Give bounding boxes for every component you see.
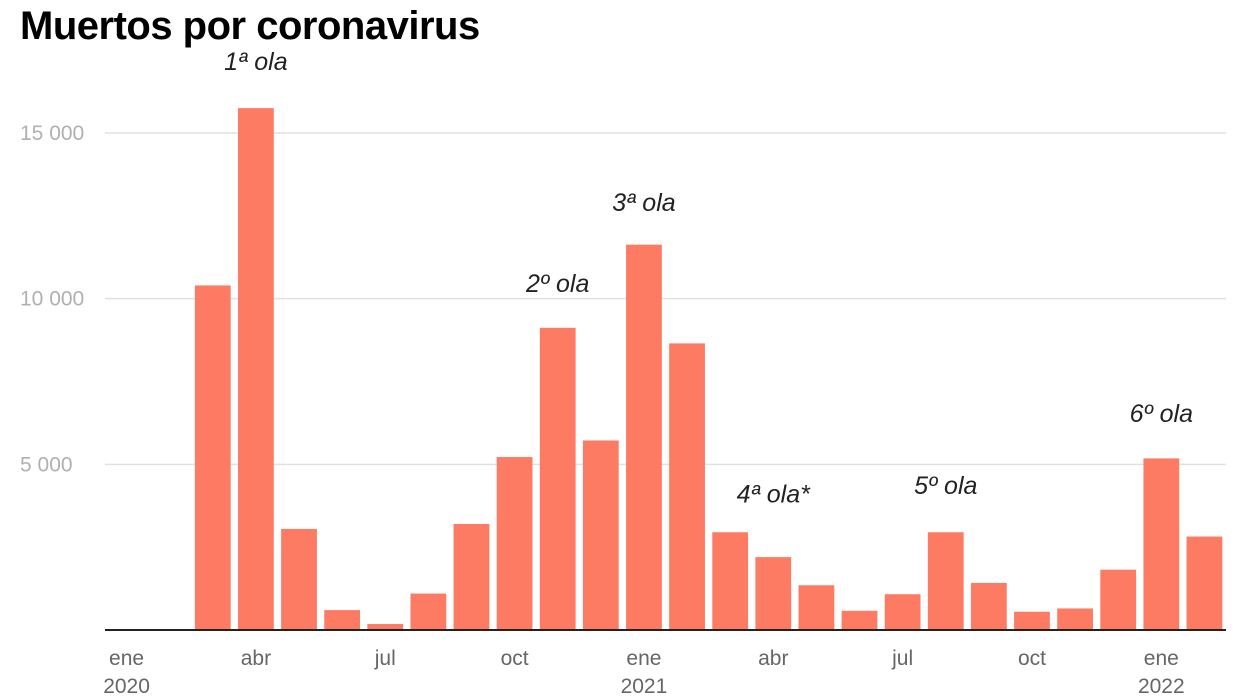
y-tick-label: 10 000 bbox=[20, 288, 84, 311]
x-tick-label: oct bbox=[501, 647, 529, 670]
bar bbox=[841, 610, 878, 630]
x-tick-year-label: 2022 bbox=[1138, 675, 1185, 698]
x-tick-year-label: 2021 bbox=[621, 675, 668, 698]
wave-annotation: 6º ola bbox=[1130, 400, 1193, 428]
bar bbox=[1186, 536, 1223, 630]
x-tick-label: oct bbox=[1018, 647, 1046, 670]
bar bbox=[367, 624, 404, 630]
bar bbox=[798, 585, 835, 630]
x-tick-year-label: 2020 bbox=[103, 675, 150, 698]
bar bbox=[281, 528, 317, 630]
bar bbox=[453, 523, 490, 630]
x-tick-label: ene bbox=[1144, 647, 1179, 670]
y-axis-tick-labels: 5 000 10 000 15 000 bbox=[20, 122, 84, 476]
bar bbox=[712, 532, 749, 630]
chart-title: Muertos por coronavirus bbox=[20, 4, 480, 48]
wave-annotation: 1ª ola bbox=[224, 48, 288, 76]
x-tick-label: jul bbox=[891, 647, 913, 670]
bars bbox=[194, 108, 1223, 630]
bar bbox=[1014, 611, 1050, 630]
bar bbox=[927, 532, 964, 630]
bar bbox=[238, 108, 274, 630]
bar bbox=[970, 582, 1007, 630]
bar bbox=[626, 244, 662, 630]
wave-annotation: 4ª ola* bbox=[737, 480, 811, 508]
wave-annotation: 3ª ola bbox=[612, 189, 676, 217]
bar bbox=[324, 610, 361, 630]
bar bbox=[496, 457, 533, 630]
gridlines bbox=[105, 132, 1226, 466]
x-axis-tick-labels: ene 2020 abr jul oct ene 2021 abr jul oct ene 2022 bbox=[103, 647, 1184, 698]
bar bbox=[582, 440, 619, 630]
bar bbox=[539, 327, 576, 630]
x-tick-label: ene bbox=[109, 647, 144, 670]
bar bbox=[1143, 458, 1180, 630]
x-tick-label: abr bbox=[758, 647, 788, 670]
bar bbox=[1100, 569, 1137, 630]
x-tick-label: jul bbox=[374, 647, 396, 670]
bar bbox=[1057, 608, 1093, 630]
bar bbox=[669, 343, 705, 630]
bar bbox=[410, 593, 447, 630]
y-tick-label: 15 000 bbox=[20, 122, 84, 145]
wave-annotations: 1ª ola 2º ola 3ª ola 4ª ola* 5º ola 6º ola bbox=[224, 48, 1193, 508]
bar bbox=[755, 557, 792, 630]
wave-annotation: 2º ola bbox=[525, 270, 589, 298]
y-tick-label: 5 000 bbox=[20, 453, 73, 476]
x-tick-label: ene bbox=[626, 647, 661, 670]
bar bbox=[884, 594, 921, 630]
x-tick-label: abr bbox=[241, 647, 271, 670]
wave-annotation: 5º ola bbox=[914, 472, 977, 500]
bar bbox=[194, 285, 231, 630]
